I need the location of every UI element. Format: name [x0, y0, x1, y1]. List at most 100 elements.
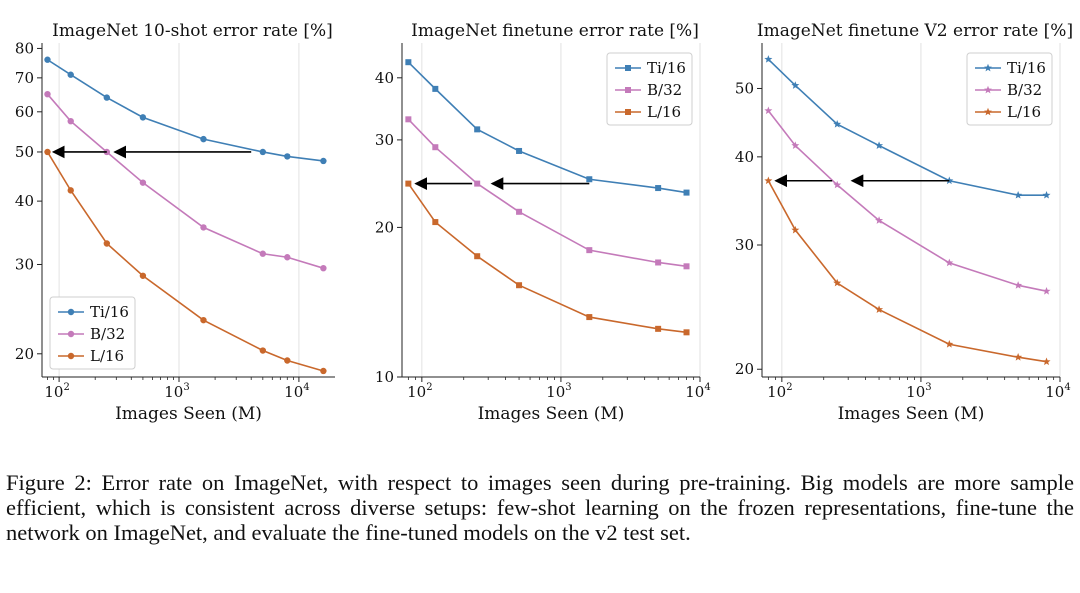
data-point: [586, 247, 593, 254]
data-point: [655, 325, 662, 332]
chart-panel-1: 102 103 104 20 30 40 50 60 70 80 ImageNet 10-shot …: [15, 21, 335, 424]
data-point: [139, 179, 147, 186]
data-point: [764, 106, 773, 115]
data-point: [516, 282, 523, 289]
y-tick-label: 40: [15, 192, 34, 210]
series-line-L-16: [46, 151, 324, 372]
data-point: [474, 253, 481, 260]
data-point: [139, 114, 147, 121]
data-point: [1042, 357, 1051, 366]
data-point: [474, 180, 481, 187]
x-tick-label: 102: [407, 382, 432, 401]
x-tick-label: 103: [164, 382, 189, 401]
data-point: [1014, 281, 1023, 289]
data-point: [1042, 287, 1051, 295]
data-point: [284, 357, 291, 364]
legend-label: B/32: [1007, 81, 1042, 99]
data-point: [474, 126, 481, 133]
y-tick-label: 20: [375, 218, 394, 236]
data-point: [655, 259, 662, 266]
series-line-B-32: [407, 118, 687, 268]
data-point: [405, 180, 412, 187]
data-point: [683, 189, 690, 196]
data-point: [320, 264, 327, 272]
y-tick-label: 30: [735, 236, 754, 254]
data-point: [139, 272, 147, 279]
series-line-B-32: [46, 93, 324, 269]
data-point: [1014, 353, 1023, 361]
data-point: [945, 258, 954, 267]
legend-label: Ti/16: [647, 59, 686, 77]
y-tick-label: 80: [15, 39, 34, 57]
legend-label: L/16: [1007, 103, 1041, 121]
y-tick-label: 40: [735, 148, 754, 166]
data-point: [432, 85, 439, 92]
legend: Ti/16 B/32 L/16: [966, 52, 1053, 126]
legend: Ti/16 B/32 L/16: [606, 52, 693, 126]
x-tick-label: 104: [1045, 382, 1070, 401]
x-axis-label: Images Seen (M): [478, 404, 625, 424]
legend-label: L/16: [90, 347, 124, 365]
chart-title: ImageNet finetune V2 error rate [%]: [757, 21, 1073, 41]
data-point: [791, 81, 800, 89]
data-point: [320, 367, 327, 375]
figure-panels: 102 103 104 20 30 40 50 60 70 80 ImageNet 10-shot …: [15, 21, 1073, 424]
x-tick-label: 103: [906, 382, 931, 401]
y-tick-label: 50: [735, 79, 754, 97]
series-line-L-16: [407, 183, 687, 334]
data-point: [103, 240, 111, 247]
legend-marker: [67, 308, 75, 316]
y-tick-label: 20: [15, 345, 34, 363]
legend-marker: [984, 63, 992, 72]
data-point: [200, 135, 207, 143]
data-point: [259, 347, 267, 354]
data-point: [791, 225, 800, 234]
data-point: [833, 119, 842, 128]
data-point: [44, 56, 51, 63]
legend-marker: [67, 330, 75, 338]
data-point: [945, 176, 954, 185]
data-point: [44, 90, 51, 98]
legend-marker: [625, 109, 631, 115]
figure-caption: Figure 2: Error rate on ImageNet, with r…: [6, 470, 1074, 545]
x-tick-label: 102: [767, 382, 792, 401]
x-axis-label: Images Seen (M): [838, 404, 985, 424]
legend-marker: [625, 65, 631, 71]
data-point: [67, 71, 74, 78]
data-point: [200, 316, 207, 324]
y-tick-label: 60: [15, 103, 34, 121]
x-tick-label: 102: [44, 382, 69, 401]
legend-label: L/16: [647, 103, 681, 121]
data-point: [516, 208, 523, 215]
data-point: [683, 263, 690, 270]
y-tick-label: 10: [375, 368, 394, 386]
data-point: [284, 254, 291, 261]
y-tick-label: 40: [375, 69, 394, 87]
data-point: [67, 187, 74, 194]
data-point: [683, 329, 690, 336]
data-point: [432, 144, 439, 151]
x-tick-label: 104: [685, 382, 710, 401]
y-tick-label: 30: [375, 131, 394, 149]
data-point: [284, 153, 291, 160]
x-tick-label: 103: [546, 382, 571, 401]
legend-label: B/32: [90, 325, 125, 343]
data-point: [833, 180, 842, 189]
chart-panel-3: 102 103 104 20 30 40 50 ImageNet finetune V2 er…: [735, 21, 1073, 424]
legend: Ti/16 B/32 L/16: [49, 296, 136, 370]
data-point: [259, 148, 267, 156]
data-point: [405, 59, 412, 66]
data-point: [320, 157, 327, 165]
data-point: [875, 305, 884, 313]
data-point: [1042, 190, 1051, 199]
data-point: [44, 148, 51, 156]
data-point: [875, 141, 884, 149]
chart-title: ImageNet 10-shot error rate [%]: [52, 21, 333, 41]
data-point: [833, 278, 842, 287]
y-tick-label: 20: [735, 360, 754, 378]
series-line-Ti-16: [47, 59, 324, 162]
x-tick-label: 104: [284, 382, 309, 401]
data-point: [405, 116, 412, 123]
y-tick-label: 70: [15, 69, 34, 87]
legend-marker: [984, 107, 992, 116]
